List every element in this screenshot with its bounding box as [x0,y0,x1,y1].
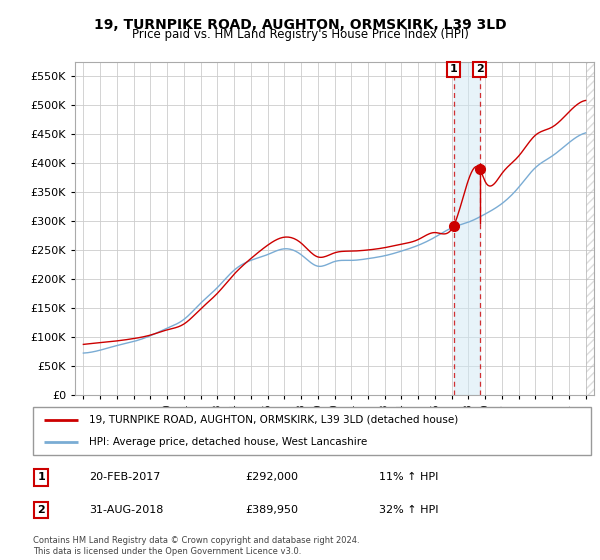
Text: 19, TURNPIKE ROAD, AUGHTON, ORMSKIRK, L39 3LD: 19, TURNPIKE ROAD, AUGHTON, ORMSKIRK, L3… [94,18,506,32]
Text: 11% ↑ HPI: 11% ↑ HPI [379,473,439,483]
Text: 32% ↑ HPI: 32% ↑ HPI [379,505,439,515]
Text: £389,950: £389,950 [245,505,298,515]
Text: 31-AUG-2018: 31-AUG-2018 [89,505,163,515]
Text: 19, TURNPIKE ROAD, AUGHTON, ORMSKIRK, L39 3LD (detached house): 19, TURNPIKE ROAD, AUGHTON, ORMSKIRK, L3… [89,415,458,425]
Text: Contains HM Land Registry data © Crown copyright and database right 2024.
This d: Contains HM Land Registry data © Crown c… [33,536,359,556]
Text: 2: 2 [476,64,484,74]
Bar [454,62,479,395]
Bar [586,62,594,395]
Text: £292,000: £292,000 [245,473,298,483]
Text: 1: 1 [37,473,45,483]
Text: HPI: Average price, detached house, West Lancashire: HPI: Average price, detached house, West… [89,437,367,447]
Text: 2: 2 [37,505,45,515]
Text: 1: 1 [450,64,458,74]
Text: Price paid vs. HM Land Registry's House Price Index (HPI): Price paid vs. HM Land Registry's House … [131,28,469,41]
Text: 20-FEB-2017: 20-FEB-2017 [89,473,160,483]
